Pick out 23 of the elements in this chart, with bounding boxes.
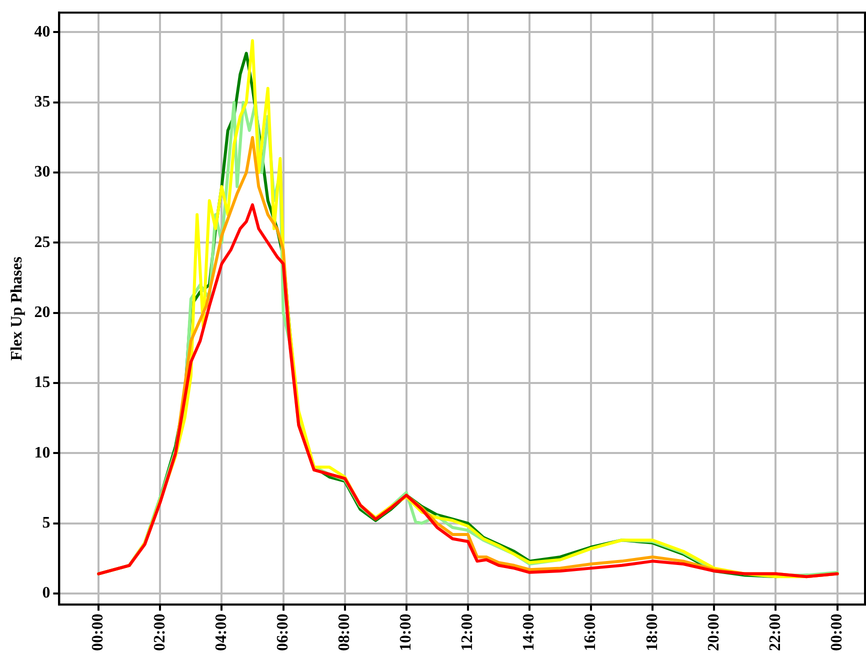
y-tick-label: 35 xyxy=(34,94,50,111)
x-tick-label: 08:00 xyxy=(336,614,353,651)
x-tick-label: 16:00 xyxy=(582,614,600,651)
y-tick-label: 30 xyxy=(34,164,50,181)
y-axis-title: Flex Up Phases xyxy=(8,256,26,361)
y-tick-label: 10 xyxy=(34,444,50,462)
x-tick-label: 10:00 xyxy=(398,614,415,651)
y-tick-label: 15 xyxy=(34,374,50,392)
x-tick-label: 22:00 xyxy=(766,614,784,651)
x-tick-label: 00:00 xyxy=(90,614,107,651)
x-tick-label: 20:00 xyxy=(705,614,722,651)
y-tick-label: 20 xyxy=(34,304,50,321)
x-tick-label: 04:00 xyxy=(212,614,230,651)
x-tick-label: 18:00 xyxy=(644,614,661,651)
x-tick-label: 14:00 xyxy=(520,614,538,651)
x-tick-label: 12:00 xyxy=(459,614,476,651)
y-tick-label: 0 xyxy=(42,584,50,602)
y-tick-label: 25 xyxy=(34,234,50,251)
x-tick-label: 00:00 xyxy=(828,614,846,651)
x-tick-label: 02:00 xyxy=(151,614,168,651)
y-tick-label: 5 xyxy=(42,514,50,532)
x-tick-label: 06:00 xyxy=(274,614,292,651)
y-tick-label: 40 xyxy=(34,23,50,40)
